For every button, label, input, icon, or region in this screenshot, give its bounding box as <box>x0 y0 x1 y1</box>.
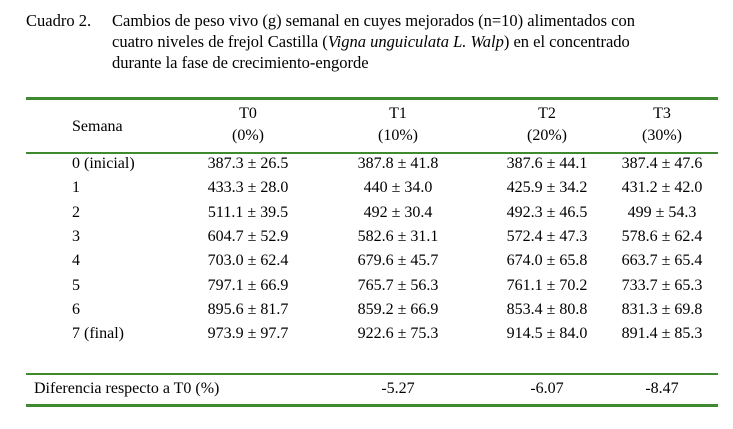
table-cell: 431.2 ± 42.0 <box>621 179 703 197</box>
table-cell: 891.4 ± 85.3 <box>621 325 703 343</box>
caption-number: Cuadro 2. <box>26 11 92 30</box>
header-col-2-sub: (20%) <box>527 127 567 144</box>
table-cell: 582.6 ± 31.1 <box>357 227 439 245</box>
table-cell: 859.2 ± 66.9 <box>357 300 439 318</box>
table-row-label: 5 <box>72 276 80 294</box>
table-cell: 679.6 ± 45.7 <box>357 252 439 270</box>
table-cell: 831.3 ± 69.8 <box>621 300 703 318</box>
header-col-1-name: T1 <box>389 105 407 122</box>
header-col-3-sub: (30%) <box>642 127 682 144</box>
table-cell: 973.9 ± 97.7 <box>207 325 289 343</box>
summary-cell: -5.27 <box>381 380 415 397</box>
table-row-label: 0 (inicial) <box>72 155 135 172</box>
table-cell: 387.6 ± 44.1 <box>506 155 588 172</box>
header-col-2-name: T2 <box>538 105 556 122</box>
caption-line-2-post: ) en el concentrado <box>503 32 630 51</box>
table-cell: 853.4 ± 80.8 <box>506 300 588 318</box>
summary-cell: -8.47 <box>645 380 679 397</box>
table-cell: 433.3 ± 28.0 <box>207 179 289 197</box>
table-row-label: 4 <box>72 252 80 270</box>
summary-cell: -6.07 <box>530 380 564 397</box>
table-row-label: 6 <box>72 300 80 318</box>
table-cell: 387.8 ± 41.8 <box>357 155 439 172</box>
header-rule <box>26 152 718 154</box>
table-cell: 440 ± 34.0 <box>363 179 433 197</box>
table-cell: 922.6 ± 75.3 <box>357 325 439 343</box>
table-cell: 387.3 ± 26.5 <box>207 155 289 172</box>
table-cell: 511.1 ± 39.5 <box>207 203 289 221</box>
table-cell: 703.0 ± 62.4 <box>207 252 289 270</box>
table-cell: 425.9 ± 34.2 <box>506 179 588 197</box>
table-cell: 761.1 ± 70.2 <box>506 276 588 294</box>
table-cell: 765.7 ± 56.3 <box>357 276 439 294</box>
table-row-label: 1 <box>72 179 80 197</box>
table-cell: 797.1 ± 66.9 <box>207 276 289 294</box>
table-cell: 895.6 ± 81.7 <box>207 300 289 318</box>
header-col-1-sub: (10%) <box>378 127 418 144</box>
caption-text: Cambios de peso vivo (g) semanal en cuye… <box>112 10 724 73</box>
table-cell: 387.4 ± 47.6 <box>621 155 703 172</box>
caption-species-name: Vigna unguiculata L. Walp <box>327 32 504 51</box>
table-cell: 663.7 ± 65.4 <box>621 252 703 270</box>
summary-rule <box>26 373 718 375</box>
table-cell: 492 ± 30.4 <box>363 203 433 221</box>
table-cell: 733.7 ± 65.3 <box>621 276 703 294</box>
header-col-0-name: T0 <box>239 105 257 122</box>
table-cell: 674.0 ± 65.8 <box>506 252 588 270</box>
table-cell: 578.6 ± 62.4 <box>621 227 703 245</box>
table-cell: 499 ± 54.3 <box>627 203 697 221</box>
caption-line-2: cuatro niveles de frejol Castilla (Vigna… <box>112 31 724 52</box>
table-cell: 492.3 ± 46.5 <box>506 203 588 221</box>
header-col-0-sub: (0%) <box>232 127 264 144</box>
table-top-rule <box>26 97 718 100</box>
header-semana: Semana <box>72 118 123 135</box>
header-col-3-name: T3 <box>653 105 671 122</box>
caption-line-3: durante la fase de crecimiento-engorde <box>112 53 369 72</box>
caption-line-1: Cambios de peso vivo (g) semanal en cuye… <box>112 11 635 30</box>
table-cell: 572.4 ± 47.3 <box>506 227 588 245</box>
table-row-label: 3 <box>72 227 80 245</box>
caption-line-2-pre: cuatro niveles de frejol Castilla ( <box>112 32 328 51</box>
table-row-label: 2 <box>72 203 80 221</box>
summary-label: Diferencia respecto a T0 (%) <box>34 380 220 397</box>
table-row-label: 7 (final) <box>72 325 124 343</box>
table-cell: 604.7 ± 52.9 <box>207 227 289 245</box>
table-cell: 914.5 ± 84.0 <box>506 325 588 343</box>
table-bottom-rule <box>26 404 718 407</box>
